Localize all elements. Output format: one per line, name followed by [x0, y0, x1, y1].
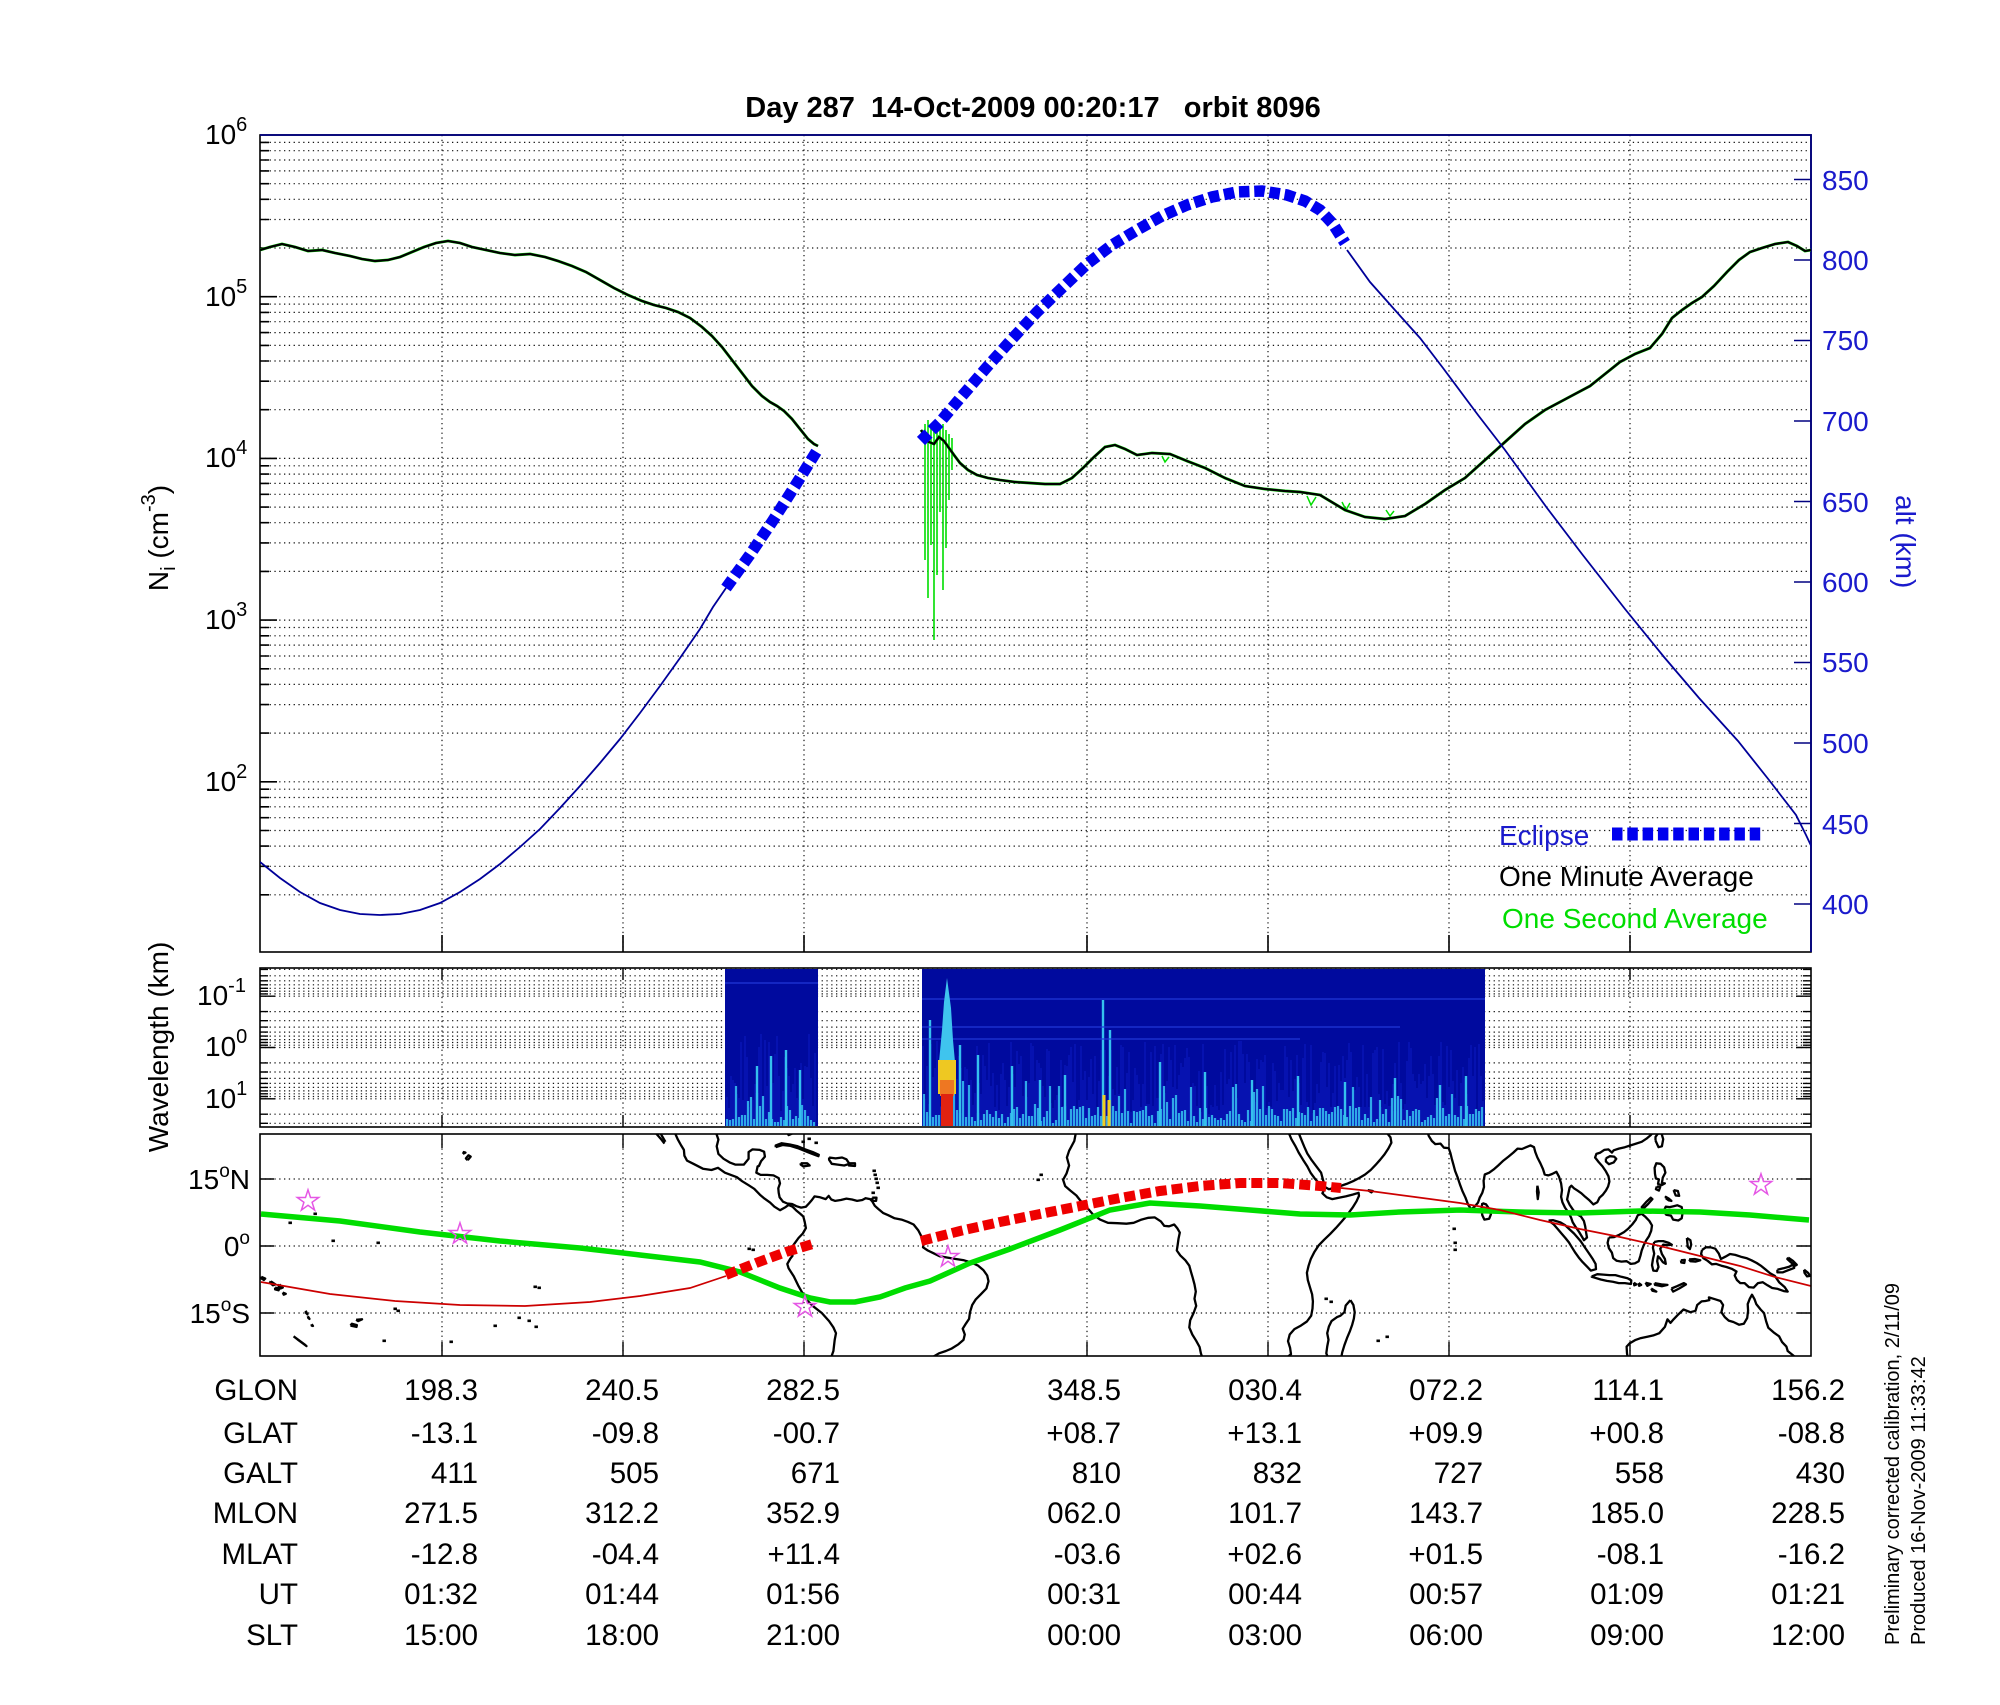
svg-text:101.7: 101.7 [1228, 1497, 1302, 1530]
svg-text:-08.1: -08.1 [1597, 1538, 1664, 1571]
svg-text:06:00: 06:00 [1409, 1619, 1483, 1652]
svg-text:101: 101 [205, 1078, 247, 1114]
svg-text:Day 287 14-Oct-2009 00:20:17: Day 287 14-Oct-2009 00:20:17 orbit 8096 [745, 92, 1321, 124]
svg-text:-12.8: -12.8 [411, 1538, 478, 1571]
svg-text:03:00: 03:00 [1228, 1619, 1302, 1652]
svg-text:00:00: 00:00 [1047, 1619, 1121, 1652]
svg-text:312.2: 312.2 [585, 1497, 659, 1530]
svg-text:850: 850 [1822, 165, 1869, 196]
svg-text:185.0: 185.0 [1590, 1497, 1664, 1530]
svg-text:+08.7: +08.7 [1046, 1417, 1121, 1450]
svg-text:01:32: 01:32 [404, 1578, 478, 1611]
svg-text:15:00: 15:00 [404, 1619, 478, 1652]
svg-text:12:00: 12:00 [1771, 1619, 1845, 1652]
svg-text:700: 700 [1822, 406, 1869, 437]
svg-text:143.7: 143.7 [1409, 1497, 1483, 1530]
svg-text:-04.4: -04.4 [592, 1538, 659, 1571]
svg-text:GALT: GALT [223, 1457, 298, 1490]
svg-text:GLON: GLON [214, 1374, 298, 1407]
svg-text:505: 505 [610, 1457, 659, 1490]
svg-text:MLAT: MLAT [222, 1538, 299, 1571]
svg-text:-08.8: -08.8 [1778, 1417, 1845, 1450]
svg-text:Eclipse: Eclipse [1499, 820, 1589, 851]
svg-text:558: 558 [1615, 1457, 1664, 1490]
svg-text:-03.6: -03.6 [1054, 1538, 1121, 1571]
svg-text:800: 800 [1822, 245, 1869, 276]
svg-text:+09.9: +09.9 [1408, 1417, 1483, 1450]
svg-text:750: 750 [1822, 325, 1869, 356]
svg-text:01:44: 01:44 [585, 1578, 659, 1611]
svg-text:832: 832 [1253, 1457, 1302, 1490]
svg-text:01:09: 01:09 [1590, 1578, 1664, 1611]
svg-text:400: 400 [1822, 889, 1869, 920]
svg-text:One Second Average: One Second Average [1502, 903, 1768, 934]
svg-text:650: 650 [1822, 487, 1869, 518]
svg-text:105: 105 [205, 276, 247, 312]
svg-text:21:00: 21:00 [766, 1619, 840, 1652]
svg-text:072.2: 072.2 [1409, 1374, 1483, 1407]
svg-text:Preliminary corrected calibrat: Preliminary corrected calibration, 2/11/… [1882, 1283, 1904, 1645]
svg-text:352.9: 352.9 [766, 1497, 840, 1530]
svg-text:198.3: 198.3 [404, 1374, 478, 1407]
svg-text:00:57: 00:57 [1409, 1578, 1483, 1611]
svg-text:240.5: 240.5 [585, 1374, 659, 1407]
svg-text:+02.6: +02.6 [1227, 1538, 1302, 1571]
svg-text:411: 411 [431, 1457, 478, 1490]
svg-text:01:21: 01:21 [1771, 1578, 1845, 1611]
svg-text:450: 450 [1822, 809, 1869, 840]
svg-text:01:56: 01:56 [766, 1578, 840, 1611]
svg-text:09:00: 09:00 [1590, 1619, 1664, 1652]
svg-text:671: 671 [791, 1457, 840, 1490]
svg-text:-00.7: -00.7 [773, 1417, 840, 1450]
svg-text:030.4: 030.4 [1228, 1374, 1302, 1407]
svg-text:430: 430 [1796, 1457, 1845, 1490]
svg-text:600: 600 [1822, 567, 1869, 598]
svg-text:15oN: 15oN [188, 1161, 250, 1195]
svg-text:+01.5: +01.5 [1408, 1538, 1483, 1571]
svg-text:GLAT: GLAT [223, 1417, 298, 1450]
svg-text:+00.8: +00.8 [1589, 1417, 1664, 1450]
svg-text:Wavelength (km): Wavelength (km) [143, 942, 174, 1153]
svg-text:+11.4: +11.4 [768, 1538, 840, 1571]
svg-text:103: 103 [205, 599, 247, 635]
svg-text:156.2: 156.2 [1771, 1374, 1845, 1407]
svg-text:228.5: 228.5 [1771, 1497, 1845, 1530]
svg-text:271.5: 271.5 [404, 1497, 478, 1530]
svg-text:282.5: 282.5 [766, 1374, 840, 1407]
svg-text:+13.1: +13.1 [1227, 1417, 1302, 1450]
svg-text:One Minute Average: One Minute Average [1499, 861, 1754, 892]
svg-text:alt (km): alt (km) [1890, 495, 1921, 588]
svg-text:SLT: SLT [246, 1619, 298, 1652]
svg-text:MLON: MLON [213, 1497, 298, 1530]
svg-text:UT: UT [259, 1578, 298, 1611]
svg-text:727: 727 [1434, 1457, 1483, 1490]
svg-text:00:31: 00:31 [1047, 1578, 1121, 1611]
svg-text:18:00: 18:00 [585, 1619, 659, 1652]
svg-text:00:44: 00:44 [1228, 1578, 1302, 1611]
svg-text:-09.8: -09.8 [592, 1417, 659, 1450]
svg-text:810: 810 [1072, 1457, 1121, 1490]
svg-text:114.1: 114.1 [1592, 1374, 1664, 1407]
svg-text:062.0: 062.0 [1047, 1497, 1121, 1530]
svg-text:550: 550 [1822, 647, 1869, 678]
svg-text:15oS: 15oS [190, 1295, 250, 1329]
svg-text:Produced 16-Nov-2009 11:33:42: Produced 16-Nov-2009 11:33:42 [1908, 1356, 1930, 1645]
svg-text:500: 500 [1822, 728, 1869, 759]
svg-text:-13.1: -13.1 [411, 1417, 478, 1450]
svg-text:-16.2: -16.2 [1778, 1538, 1845, 1571]
svg-text:348.5: 348.5 [1047, 1374, 1121, 1407]
